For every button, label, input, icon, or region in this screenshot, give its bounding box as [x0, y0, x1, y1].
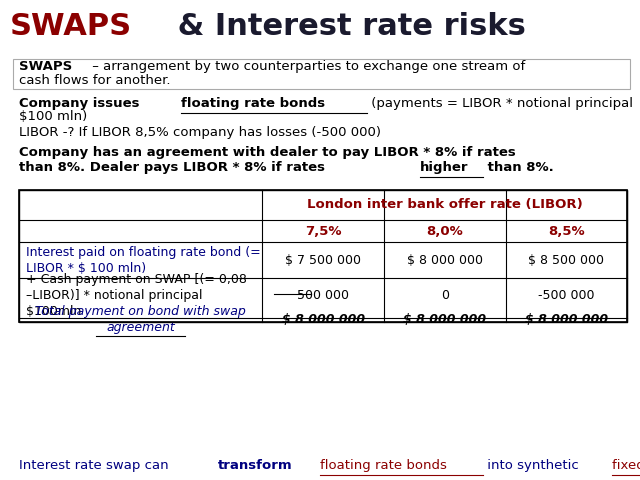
Text: 8,5%: 8,5% — [548, 225, 585, 238]
Text: $ 8 000 000: $ 8 000 000 — [525, 313, 608, 326]
Text: transform: transform — [218, 459, 292, 472]
Text: 7,5%: 7,5% — [305, 225, 342, 238]
Text: $ 8 500 000: $ 8 500 000 — [529, 254, 604, 267]
Text: $100 mln): $100 mln) — [19, 110, 88, 123]
Text: fixed rate bonds: fixed rate bonds — [612, 459, 640, 472]
Text: $ 7 500 000: $ 7 500 000 — [285, 254, 361, 267]
Text: Company has an agreement with dealer to pay LIBOR * 8% if rates: Company has an agreement with dealer to … — [19, 145, 520, 159]
Text: Company issues: Company issues — [19, 97, 145, 110]
Text: floating rate bonds: floating rate bonds — [180, 97, 324, 110]
Text: 8,0%: 8,0% — [426, 225, 463, 238]
Text: Interest rate swap can: Interest rate swap can — [19, 459, 173, 472]
Text: Interest paid on floating rate bond (=
LIBOR * $ 100 mln): Interest paid on floating rate bond (= L… — [26, 246, 260, 275]
Text: 0: 0 — [441, 288, 449, 302]
Text: -500 000: -500 000 — [538, 288, 595, 302]
Text: + Cash payment on SWAP [(= 0,08
–LIBOR)] * notional principal
$100mln: + Cash payment on SWAP [(= 0,08 –LIBOR)]… — [26, 273, 246, 318]
Text: cash flows for another.: cash flows for another. — [19, 73, 171, 87]
Text: – arrangement by two counterparties to exchange one stream of: – arrangement by two counterparties to e… — [88, 60, 525, 73]
Text: 500 000: 500 000 — [297, 288, 349, 302]
Text: than 8%.: than 8%. — [483, 160, 554, 174]
Text: London inter bank offer rate (LIBOR): London inter bank offer rate (LIBOR) — [307, 198, 582, 211]
Text: higher: higher — [420, 160, 468, 174]
Text: floating rate bonds: floating rate bonds — [319, 459, 446, 472]
Text: SWAPS: SWAPS — [10, 12, 132, 41]
Text: (payments = LIBOR * notional principal: (payments = LIBOR * notional principal — [367, 97, 632, 110]
Text: into synthetic: into synthetic — [483, 459, 583, 472]
Text: than 8%. Dealer pays LIBOR * 8% if rates: than 8%. Dealer pays LIBOR * 8% if rates — [19, 160, 330, 174]
Text: $ 8 000 000: $ 8 000 000 — [403, 313, 486, 326]
Text: $ 8 000 000: $ 8 000 000 — [407, 254, 483, 267]
Text: LIBOR -? If LIBOR 8,5% company has losses (-500 000): LIBOR -? If LIBOR 8,5% company has losse… — [19, 126, 381, 140]
Text: Total payment on bond with swap
agreement: Total payment on bond with swap agreemen… — [35, 305, 246, 334]
FancyBboxPatch shape — [19, 190, 627, 322]
Text: & Interest rate risks: & Interest rate risks — [167, 12, 526, 41]
Text: SWAPS: SWAPS — [19, 60, 72, 73]
Text: $ 8 000 000: $ 8 000 000 — [282, 313, 365, 326]
